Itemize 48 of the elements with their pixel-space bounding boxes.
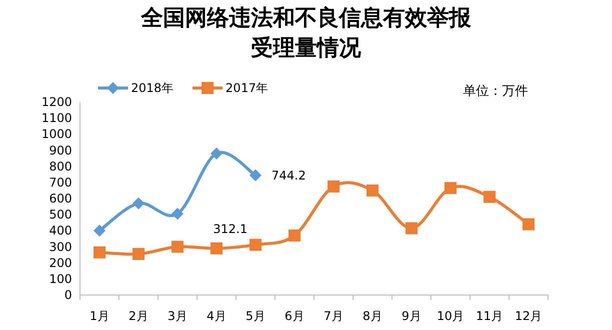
x-tick-label: 9月	[402, 309, 422, 323]
point	[210, 242, 222, 254]
x-tick-label: 5月	[246, 309, 266, 323]
y-tick-label: 100	[49, 272, 72, 286]
point	[132, 197, 144, 210]
point	[132, 248, 144, 260]
x-tick-label: 4月	[206, 309, 226, 323]
point	[94, 224, 106, 237]
x-tick-label: 12月	[514, 309, 542, 323]
y-tick-label: 900	[49, 143, 72, 158]
x-tick-label: 8月	[362, 309, 382, 323]
point	[210, 147, 222, 160]
text: 单位：万件	[463, 84, 528, 99]
point	[94, 246, 106, 258]
x-tick-label: 2月	[128, 309, 148, 323]
y-tick-label: 600	[49, 192, 72, 206]
point	[406, 222, 418, 234]
y-tick-label: 200	[49, 256, 72, 270]
y-tick-label: 300	[49, 240, 72, 254]
point	[444, 182, 456, 194]
y-tick-label: 1100	[41, 111, 72, 126]
x-tick-label: 10月	[436, 309, 464, 323]
legend-label: 2018年	[131, 81, 174, 95]
y-tick-label: 400	[49, 224, 72, 238]
y-tick-label: 500	[49, 208, 72, 222]
x-tick-label: 6月	[284, 309, 304, 323]
x-tick-label: 1月	[90, 309, 110, 323]
y-tick-label: 800	[49, 159, 72, 174]
y-tick-label: 1200	[41, 95, 72, 109]
point	[366, 184, 378, 196]
chart-title: 全国网络违法和不良信息有效举报受理量情况	[140, 5, 472, 63]
data-label: 312.1	[213, 222, 248, 236]
point	[250, 169, 262, 182]
x-tick-label: 11月	[476, 309, 504, 323]
point	[484, 190, 496, 203]
y-tick-label: 1000	[41, 127, 72, 142]
x-tick-label: 7月	[324, 309, 344, 323]
y-tick-label: 0	[64, 288, 72, 302]
point	[250, 238, 262, 251]
y-tick-label: 700	[49, 175, 72, 190]
point	[172, 240, 184, 253]
point	[288, 229, 300, 242]
point	[522, 218, 534, 230]
legend-label: 2017年	[226, 81, 268, 95]
point	[328, 180, 340, 192]
data-label: 744.2	[272, 168, 306, 182]
x-tick-label: 3月	[168, 309, 188, 323]
point	[172, 208, 184, 220]
